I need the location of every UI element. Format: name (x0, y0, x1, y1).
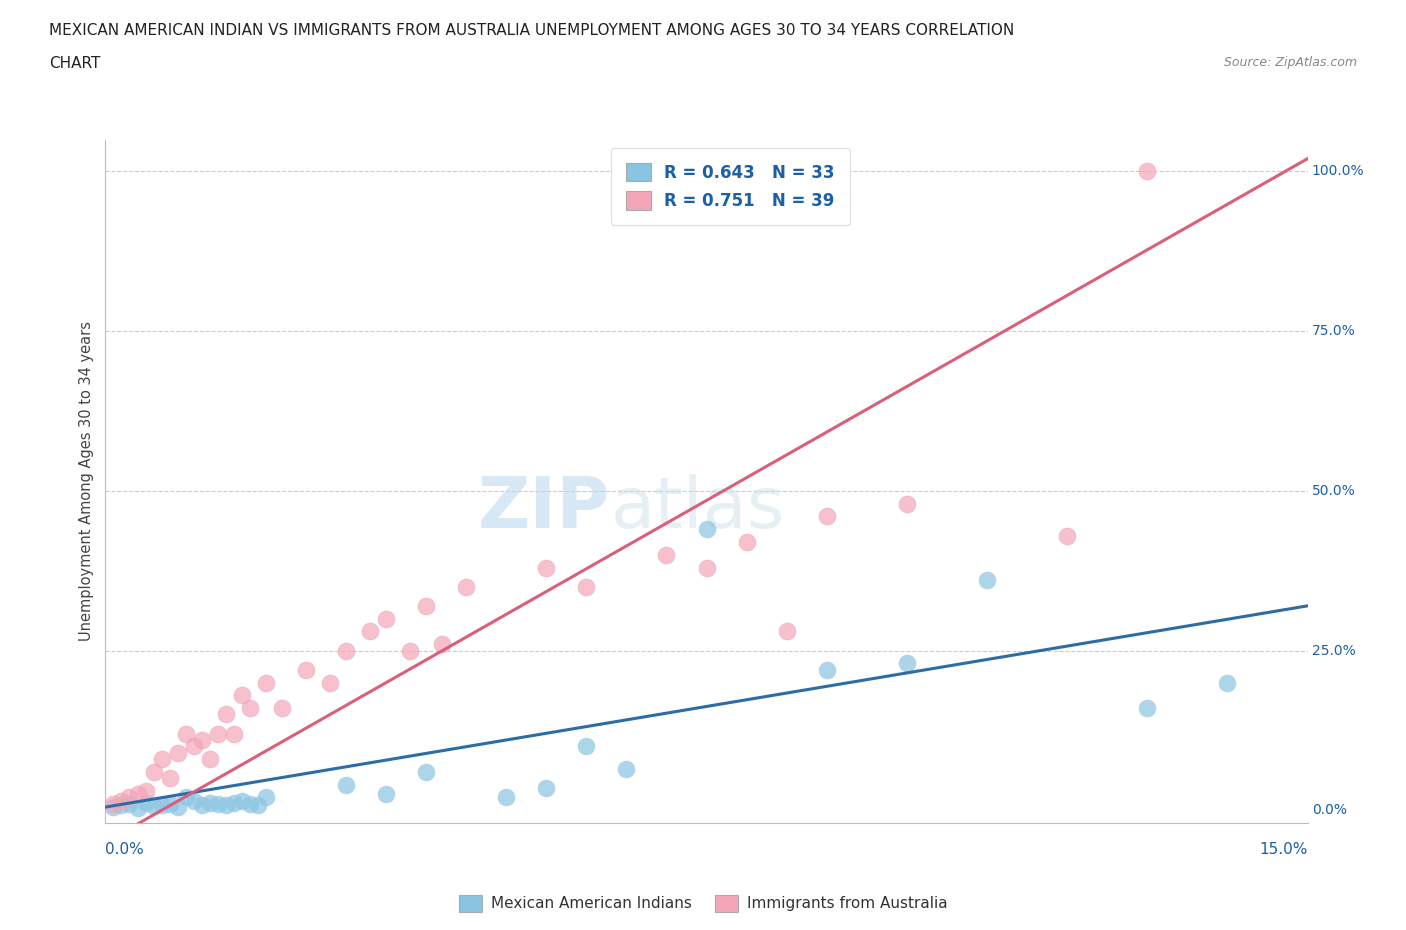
Point (183, 739, 205, 754)
Point (896, 497, 918, 512)
Point (495, 790, 517, 805)
Point (150, 798, 173, 813)
Point (207, 796, 229, 811)
Point (735, 535, 758, 550)
Point (359, 624, 381, 639)
Point (415, 598, 437, 613)
Point (110, 793, 132, 808)
Point (270, 700, 292, 715)
Point (1136, 700, 1159, 715)
Point (198, 751, 221, 766)
Point (135, 784, 157, 799)
Point (110, 798, 132, 813)
Point (159, 771, 181, 786)
Point (166, 800, 188, 815)
Point (190, 798, 212, 813)
Point (190, 733, 212, 748)
Point (118, 796, 141, 811)
Text: 25.0%: 25.0% (1312, 644, 1355, 658)
Point (159, 796, 181, 811)
Point (254, 675, 277, 690)
Point (103, 800, 125, 815)
Text: 15.0%: 15.0% (1260, 842, 1308, 857)
Point (575, 579, 598, 594)
Point (231, 688, 253, 703)
Point (150, 751, 173, 766)
Text: 100.0%: 100.0% (1312, 165, 1364, 179)
Point (575, 739, 598, 754)
Point (231, 793, 253, 808)
Legend: R = 0.643   N = 33, R = 0.751   N = 39: R = 0.643 N = 33, R = 0.751 N = 39 (612, 148, 851, 225)
Point (239, 796, 262, 811)
Point (142, 799, 165, 814)
Text: 75.0%: 75.0% (1312, 325, 1355, 339)
Point (183, 793, 205, 808)
Legend: Mexican American Indians, Immigrants from Australia: Mexican American Indians, Immigrants fro… (453, 889, 953, 918)
Point (534, 780, 557, 795)
Point (335, 644, 357, 658)
Text: CHART: CHART (49, 56, 101, 71)
Text: 0.0%: 0.0% (105, 842, 145, 857)
Point (1136, 164, 1159, 179)
Point (335, 777, 357, 792)
Y-axis label: Unemployment Among Ages 30 to 34 years: Unemployment Among Ages 30 to 34 years (79, 321, 94, 642)
Text: ZIP: ZIP (478, 474, 610, 543)
Point (696, 560, 718, 575)
Text: 0.0%: 0.0% (1312, 804, 1347, 817)
Point (616, 762, 638, 777)
Point (239, 700, 262, 715)
Text: MEXICAN AMERICAN INDIAN VS IMMIGRANTS FROM AUSTRALIA UNEMPLOYMENT AMONG AGES 30 : MEXICAN AMERICAN INDIAN VS IMMIGRANTS FR… (49, 23, 1015, 38)
Point (776, 624, 799, 639)
Point (319, 675, 342, 690)
Point (222, 726, 245, 741)
Text: atlas: atlas (610, 474, 785, 543)
Point (198, 795, 221, 810)
Point (118, 790, 141, 805)
Point (815, 509, 838, 524)
Point (1216, 675, 1239, 690)
Point (246, 798, 269, 813)
Point (142, 764, 165, 779)
Point (295, 662, 318, 677)
Point (207, 726, 229, 741)
Point (534, 560, 557, 575)
Text: Source: ZipAtlas.com: Source: ZipAtlas.com (1223, 56, 1357, 69)
Point (374, 611, 398, 626)
Point (222, 795, 245, 810)
Point (135, 795, 157, 810)
Point (127, 787, 149, 802)
Point (1056, 528, 1078, 543)
Point (174, 726, 197, 741)
Point (415, 764, 437, 779)
Point (166, 745, 188, 760)
Point (399, 644, 422, 658)
Point (430, 637, 453, 652)
Point (976, 573, 998, 588)
Point (127, 801, 149, 816)
Point (374, 787, 398, 802)
Point (454, 579, 477, 594)
Point (103, 796, 125, 811)
Point (655, 547, 678, 562)
Point (696, 522, 718, 537)
Point (214, 707, 236, 722)
Point (174, 790, 197, 805)
Point (214, 798, 236, 813)
Point (815, 662, 838, 677)
Point (254, 790, 277, 805)
Text: 50.0%: 50.0% (1312, 484, 1355, 498)
Point (896, 656, 918, 671)
